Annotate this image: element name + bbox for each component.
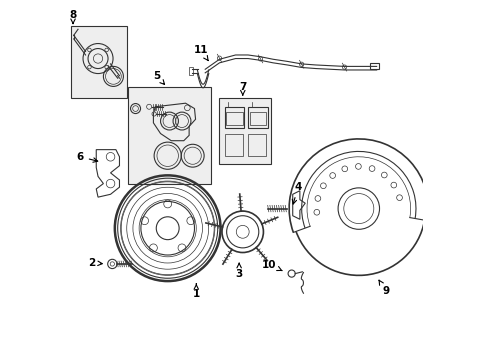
Text: 5: 5 [153,71,164,85]
Text: 4: 4 [292,182,301,204]
Text: 9: 9 [378,280,388,296]
Text: 7: 7 [239,82,246,95]
Bar [224,134,242,156]
Text: 10: 10 [262,260,282,271]
Bar [247,134,265,156]
Bar [249,112,266,125]
Text: 11: 11 [193,45,208,60]
Text: 2: 2 [88,258,102,268]
Bar [219,98,271,164]
Bar [369,63,378,69]
Bar [226,112,243,125]
Text: 8: 8 [69,10,77,23]
Bar [71,26,126,98]
Bar [189,67,192,75]
Text: 6: 6 [77,152,98,162]
Text: 1: 1 [192,284,200,299]
Bar [247,107,267,128]
Bar [224,107,244,128]
Text: 3: 3 [235,263,242,279]
Bar [128,87,210,184]
